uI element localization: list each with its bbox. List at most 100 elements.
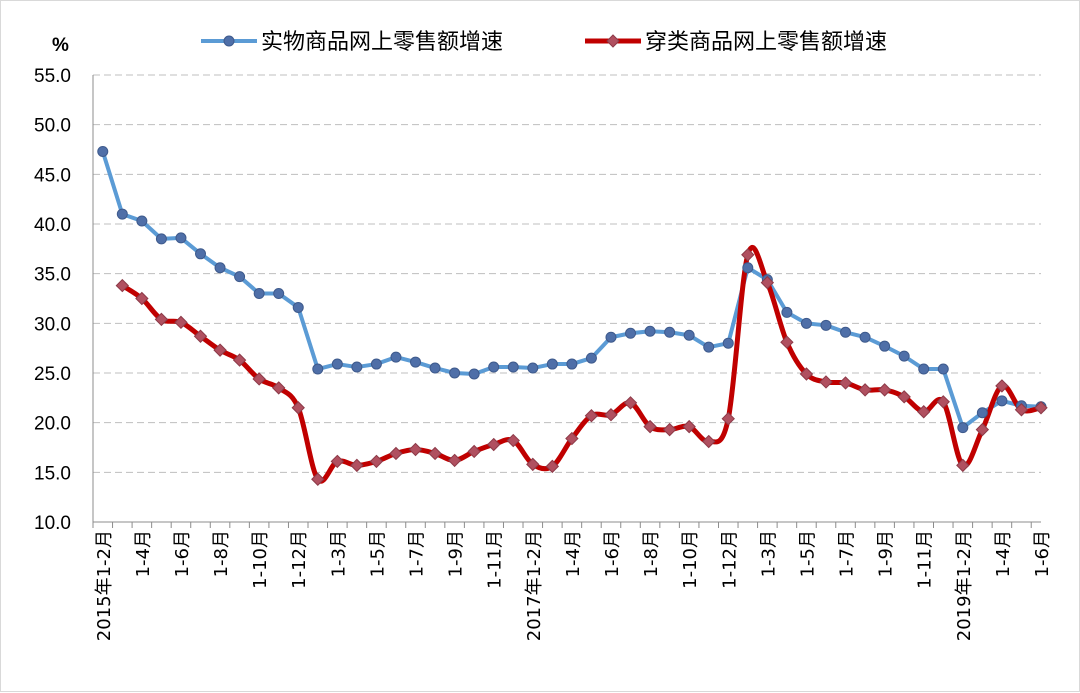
data-point-series-2 [643, 419, 657, 434]
x-tick-label: 1-6月 [1032, 530, 1053, 577]
series-line-2 [120, 244, 1042, 484]
data-point-series-2 [115, 278, 130, 293]
x-tick-label: 2015年1-2月 [94, 530, 115, 641]
data-point-series-2 [1014, 403, 1029, 417]
data-point-series-2 [819, 375, 833, 389]
data-point-series-1 [918, 363, 930, 375]
data-point-series-2 [584, 409, 599, 423]
data-point-series-2 [506, 433, 520, 448]
data-point-series-2 [271, 381, 286, 395]
data-point-series-2 [897, 390, 911, 404]
data-point-series-1 [410, 356, 422, 368]
x-tick-label: 1-7月 [837, 530, 858, 577]
data-point-series-2 [408, 442, 423, 457]
data-point-series-1 [507, 361, 519, 373]
x-tick-label: 1-9月 [446, 530, 467, 577]
data-point-series-1 [800, 317, 812, 329]
data-point-series-1 [253, 288, 265, 300]
data-point-series-2 [780, 335, 794, 349]
x-tick-label: 1-11月 [485, 530, 506, 589]
x-tick-label: 1-8月 [211, 530, 232, 577]
data-point-series-1 [429, 362, 441, 374]
data-point-series-2 [975, 422, 990, 437]
x-tick-label: 1-9月 [876, 530, 897, 577]
y-tick-label: 20.0 [34, 414, 71, 435]
y-tick-label: 40.0 [34, 215, 71, 236]
data-point-series-1 [195, 248, 207, 260]
data-point-series-2 [311, 472, 325, 486]
data-point-series-1 [214, 262, 226, 274]
x-tick-label: 1-6月 [602, 530, 623, 577]
data-point-series-1 [234, 271, 246, 283]
legend: 实物商品网上零售额增速 穿类商品网上零售额增速 [201, 30, 887, 55]
x-tick-label: 1-5月 [797, 530, 818, 577]
data-point-series-2 [956, 458, 970, 473]
data-point-series-1 [840, 326, 852, 338]
data-point-series-1 [820, 319, 832, 331]
x-tick-label: 1-11月 [915, 530, 936, 589]
x-tick-label: 1-10月 [680, 530, 701, 589]
x-tick-label: 1-12月 [289, 530, 310, 589]
data-point-series-2 [917, 405, 931, 419]
data-point-series-1 [370, 358, 382, 370]
data-point-series-2 [486, 437, 501, 452]
x-tick-label: 1-4月 [133, 530, 154, 577]
data-point-series-1 [136, 215, 148, 227]
data-point-series-1 [155, 233, 167, 245]
x-tick-label: 1-4月 [563, 530, 584, 577]
data-point-series-2 [252, 372, 266, 386]
data-point-series-2 [389, 446, 403, 461]
y-tick-label: 35.0 [34, 265, 71, 286]
data-point-series-1 [644, 325, 656, 337]
data-point-series-1 [996, 395, 1008, 407]
data-point-series-1 [390, 351, 402, 363]
data-point-series-2 [232, 353, 247, 367]
y-tick-label: 30.0 [34, 314, 71, 335]
data-point-series-1 [879, 340, 891, 352]
data-point-series-2 [565, 431, 579, 446]
x-tick-label: 2017年1-2月 [524, 530, 545, 641]
data-point-series-1 [488, 361, 500, 373]
data-point-series-1 [957, 422, 969, 434]
data-point-series-2 [526, 457, 540, 472]
data-point-series-2 [193, 329, 208, 343]
data-point-series-2 [467, 444, 481, 459]
series-line-1 [100, 150, 1042, 430]
data-point-series-1 [683, 329, 695, 341]
data-point-series-1 [898, 350, 910, 362]
data-point-series-2 [682, 419, 696, 434]
data-point-series-1 [175, 232, 187, 244]
data-point-series-2 [741, 248, 755, 262]
y-tick-label: 15.0 [34, 463, 71, 484]
data-point-series-2 [662, 422, 677, 437]
x-tick-label: 2019年1-2月 [954, 530, 975, 641]
data-point-series-2 [447, 453, 462, 468]
data-point-series-2 [760, 275, 775, 290]
data-point-series-1 [312, 363, 324, 375]
axes [92, 75, 1041, 528]
data-point-series-2 [838, 376, 853, 390]
x-tick-label: 1-12月 [719, 530, 740, 589]
data-point-series-1 [742, 262, 754, 274]
data-point-series-2 [995, 379, 1009, 393]
series-markers [97, 145, 1048, 486]
data-point-series-1 [116, 208, 128, 220]
y-tick-label: 45.0 [34, 165, 71, 186]
y-tick-label: 25.0 [34, 364, 71, 385]
legend-marker-circle [223, 35, 235, 47]
data-point-series-1 [703, 341, 715, 353]
data-point-series-1 [449, 367, 461, 379]
legend-label: 实物商品网上零售额增速 [261, 30, 503, 55]
data-point-series-1 [546, 358, 558, 370]
data-point-series-1 [566, 358, 578, 370]
data-point-series-1 [625, 327, 637, 339]
data-point-series-1 [273, 288, 285, 300]
data-point-series-2 [174, 315, 188, 330]
data-point-series-2 [330, 454, 345, 469]
y-tick-label: 55.0 [34, 66, 71, 87]
data-point-series-1 [292, 301, 304, 313]
data-point-series-2 [1034, 401, 1048, 415]
data-point-series-2 [428, 446, 442, 461]
x-tick-label: 1-4月 [993, 530, 1014, 577]
